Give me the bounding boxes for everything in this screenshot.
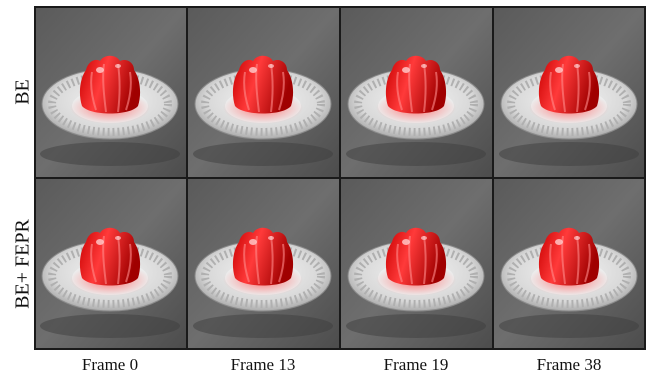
- render-image: [187, 178, 340, 350]
- render-image: [340, 6, 493, 178]
- column-label: Frame 38: [537, 355, 602, 374]
- figure: BE BE+ FEPR Frame 0 Frame 13 Frame 19 Fr…: [0, 0, 646, 379]
- render-image: [340, 178, 493, 350]
- render-image: [493, 178, 646, 350]
- column-label: Frame 13: [231, 355, 296, 374]
- image-grid: [34, 6, 646, 350]
- column-label: Frame 0: [82, 355, 138, 374]
- render-image: [34, 6, 187, 178]
- row-label: BE+ FEPR: [12, 219, 34, 309]
- render-image: [493, 6, 646, 178]
- page: BE BE+ FEPR Frame 0 Frame 13 Frame 19 Fr…: [0, 0, 646, 379]
- row-label: BE: [12, 79, 34, 105]
- render-image: [187, 6, 340, 178]
- render-image: [34, 178, 187, 350]
- column-label: Frame 19: [384, 355, 449, 374]
